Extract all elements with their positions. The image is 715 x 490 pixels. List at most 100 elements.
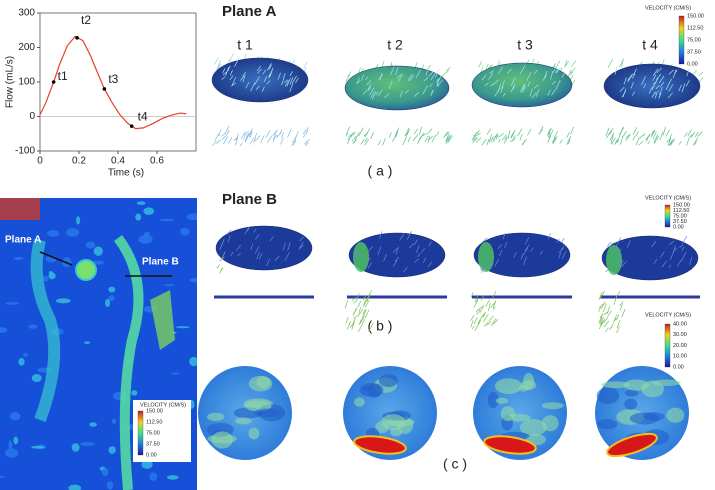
velocity-vector [482,237,488,243]
flow-patch [601,381,631,389]
velocity-vector [239,142,243,147]
mri-speckle [93,246,103,256]
velocity-vector [567,139,571,145]
velocity-vector [364,300,370,308]
velocity-vector [292,139,297,146]
velocity-vector [614,65,618,75]
time-point [75,36,79,40]
velocity-vector [559,139,563,144]
velocity-vector [377,89,383,97]
velocity-vector [616,326,620,333]
velocity-vector [533,84,539,89]
velocity-vector [647,140,651,145]
velocity-vector [688,133,693,138]
flow-patch [248,427,260,440]
velocity-vector [477,315,483,324]
colorbar [678,15,685,65]
velocity-vector [621,90,626,98]
velocity-vector [656,73,662,80]
velocity-vector [427,135,431,143]
velocity-vector [266,80,271,85]
mri-speckle [108,295,115,301]
velocity-vector [686,68,690,77]
velocity-vector [543,73,547,79]
velocity-vector [231,76,236,87]
velocity-vector [377,140,382,146]
velocity-vector [414,239,418,245]
high-velocity [483,435,537,455]
velocity-vector [474,295,478,303]
velocity-vector [225,129,230,137]
velocity-vector [214,57,219,65]
velocity-vector [353,136,358,144]
velocity-vector [214,133,220,141]
velocity-vector [369,87,375,96]
velocity-vector [492,290,497,298]
mri-speckle [143,207,155,216]
velocity-vector [365,76,369,81]
velocity-vector [681,235,688,244]
mri-speckle [149,472,158,481]
velocity-vector [474,322,480,332]
velocity-vector [632,135,636,141]
velocity-vector [555,68,561,74]
colorbar-tick: 112.50 [673,208,689,214]
velocity-vector [367,83,372,91]
time-label: t 2 [387,37,403,53]
velocity-vector [524,244,530,251]
velocity-vector [523,247,529,255]
panel-label: ( c ) [443,456,467,472]
velocity-vector [382,138,386,146]
velocity-vector [407,73,413,82]
high-velocity [353,435,407,455]
plane-slice [348,232,446,278]
velocity-vector [648,86,653,94]
velocity-vector [473,317,478,325]
velocity-vector [429,83,433,88]
velocity-vector [470,292,474,298]
velocity-vector [392,260,398,268]
velocity-vector [502,232,506,240]
velocity-vector [612,248,616,255]
velocity-vector [344,299,349,309]
velocity-vector [388,132,392,139]
vessel [30,238,61,423]
velocity-vector [625,134,631,139]
mri-speckle [13,436,19,445]
flow-patch [623,379,650,391]
velocity-vector [489,70,494,75]
velocity-vector [517,128,523,137]
velocity-vector [665,82,670,90]
velocity-vector [678,84,682,92]
velocity-vector [396,73,402,79]
velocity-vector [498,133,504,138]
velocity-vector [242,74,246,83]
velocity-vector [245,82,250,89]
velocity-vector [674,69,678,75]
velocity-vector [558,252,562,259]
velocity-vector [351,317,356,327]
velocity-vector [684,132,688,138]
velocity-vector [345,316,349,324]
velocity-vector [510,130,516,138]
time-point-label: t4 [138,109,148,123]
velocity-vector [363,299,367,306]
velocity-vector [269,236,274,242]
velocity-vector [395,66,399,76]
velocity-vector [424,135,429,143]
velocity-vector [566,132,570,139]
velocity-vector [546,128,551,136]
velocity-vector [219,241,224,251]
velocity-vector [694,131,699,137]
velocity-vector [366,80,372,86]
velocity-vector [621,308,626,318]
velocity-vector [558,247,564,254]
plane-slice [215,225,313,271]
velocity-vector [267,63,272,71]
velocity-vector [551,80,556,85]
velocity-vector [472,137,478,144]
mri-speckle [180,227,190,236]
velocity-vector [655,85,660,90]
velocity-vector [244,227,249,235]
velocity-vector [605,267,611,273]
